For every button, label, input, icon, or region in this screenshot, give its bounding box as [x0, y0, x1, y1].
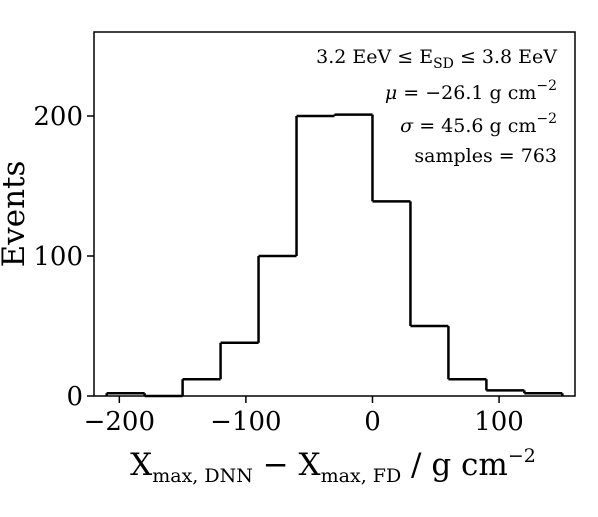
x-axis-ticks: −200 −100 0 100: [84, 396, 524, 437]
plot-frame: [93, 31, 576, 397]
x-tick-label: −100: [210, 407, 281, 437]
y-axis-label: Events: [0, 161, 32, 268]
y-tick-label: 100: [33, 242, 83, 272]
x-axis-label: Xmax, DNN − Xmax, FD / g cm−2: [130, 445, 536, 487]
sigma-annotation: σ = 45.6 g cm−2: [400, 111, 557, 137]
samples-annotation: samples = 763: [414, 145, 557, 167]
y-axis-ticks: 0 100 200: [33, 102, 94, 412]
x-tick-label: 0: [364, 407, 381, 437]
y-tick-label: 200: [33, 102, 83, 132]
y-tick-label: 0: [66, 382, 83, 412]
histogram-steps: [105, 113, 564, 398]
energy-range-annotation: 3.2 EeV ≤ ESD ≤ 3.8 EeV: [316, 46, 557, 72]
x-tick-label: 100: [474, 407, 524, 437]
x-tick-label: −200: [84, 407, 155, 437]
mu-annotation: μ = −26.1 g cm−2: [385, 78, 557, 104]
